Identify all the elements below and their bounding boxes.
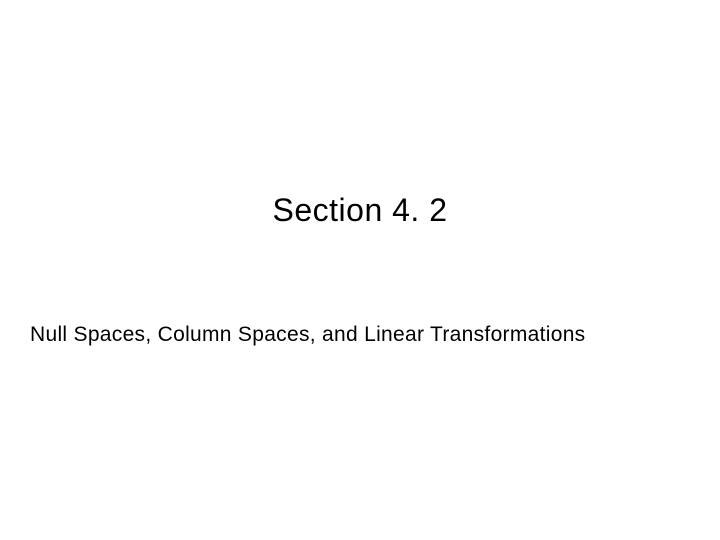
slide-subtitle: Null Spaces, Column Spaces, and Linear T…	[30, 323, 690, 347]
slide-title: Section 4. 2	[0, 192, 720, 229]
slide-container: Section 4. 2 Null Spaces, Column Spaces,…	[0, 0, 720, 540]
